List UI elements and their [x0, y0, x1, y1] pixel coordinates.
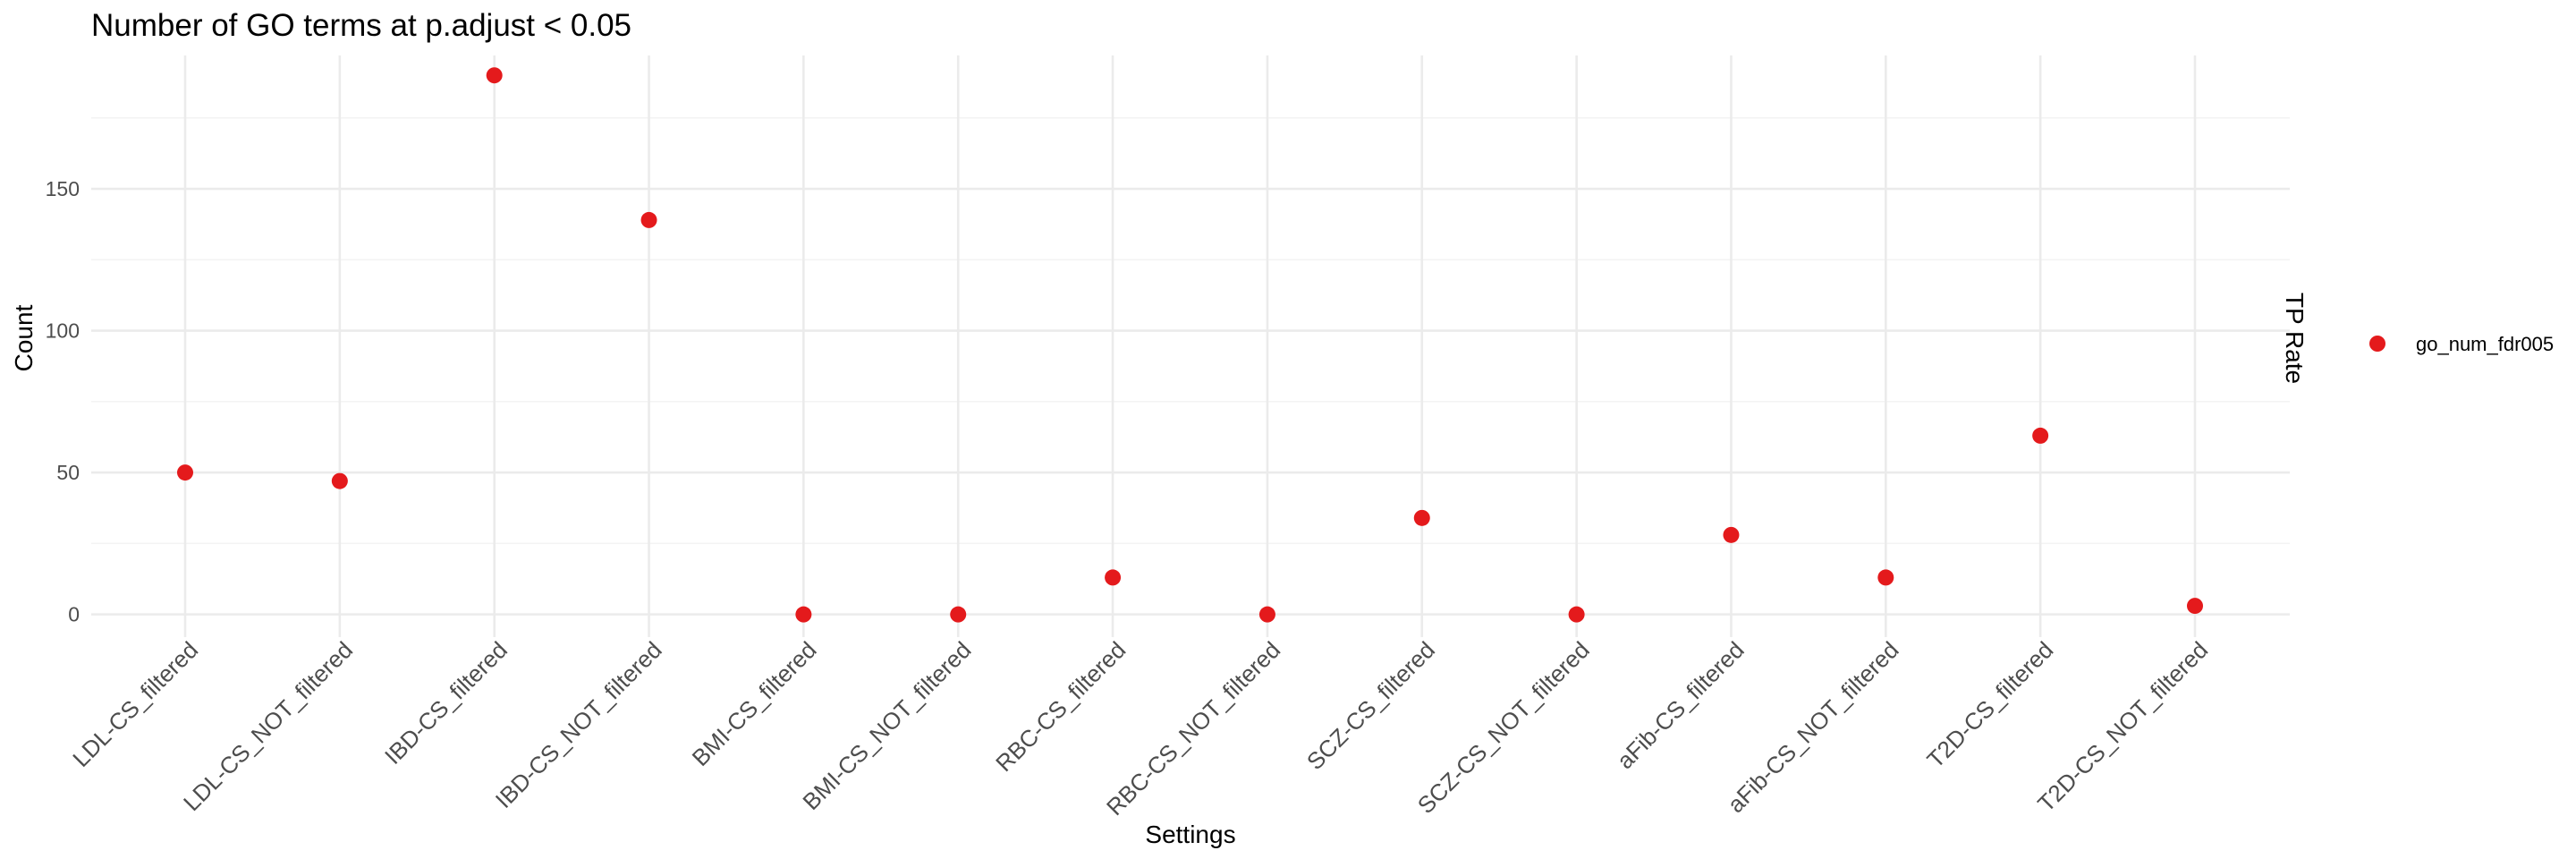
data-point	[1568, 606, 1585, 623]
y-tick-label: 100	[46, 319, 80, 343]
data-point	[1258, 606, 1275, 623]
grid-lines	[91, 55, 2290, 637]
y-tick-labels: 0 50 100 150	[46, 177, 80, 626]
data-point	[2187, 598, 2203, 615]
y-axis-title: Count	[10, 304, 38, 371]
data-point	[1413, 509, 1430, 526]
legend: TP Rate go_num_fdr005	[2281, 293, 2554, 384]
x-axis-title: Settings	[1145, 821, 1235, 848]
data-point	[2032, 427, 2049, 444]
y-tick-label: 50	[56, 461, 80, 484]
data-point	[486, 67, 503, 84]
data-point	[640, 211, 657, 228]
data-point	[1723, 526, 1740, 543]
data-point	[795, 606, 812, 623]
data-points	[177, 67, 2203, 623]
legend-label: go_num_fdr005	[2416, 333, 2554, 355]
data-point	[331, 472, 348, 489]
data-point	[177, 464, 193, 481]
legend-title: TP Rate	[2281, 293, 2309, 384]
data-point	[950, 606, 967, 623]
y-tick-label: 150	[46, 177, 80, 200]
chart-title: Number of GO terms at p.adjust < 0.05	[91, 8, 631, 43]
legend-key-point	[2369, 336, 2385, 352]
y-tick-label: 0	[68, 603, 80, 626]
data-point	[1105, 569, 1122, 586]
data-point	[1877, 569, 1894, 586]
